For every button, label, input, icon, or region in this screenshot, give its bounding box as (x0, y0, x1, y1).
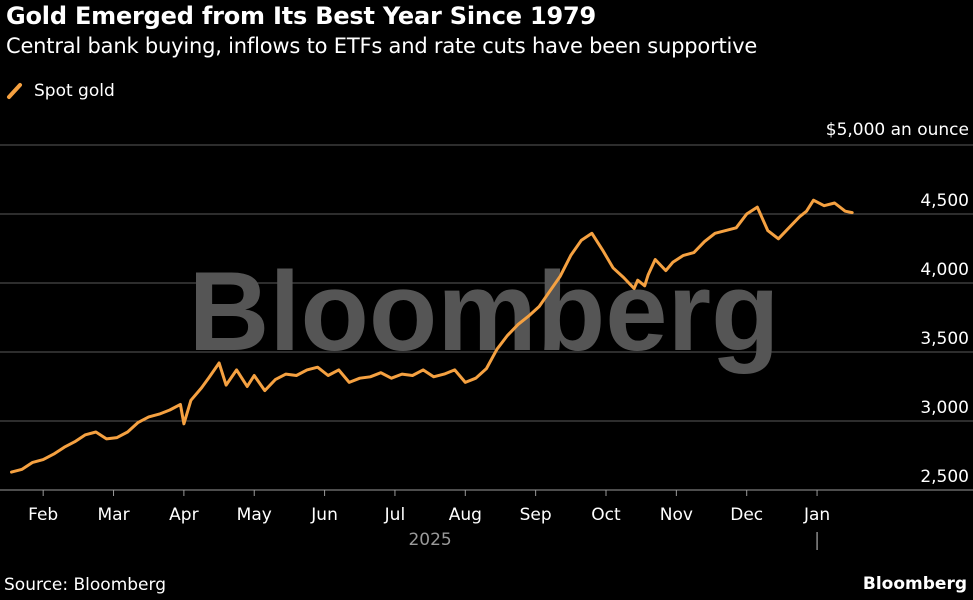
x-axis: Feb Mar Apr May Jun Jul Aug Sep Oct Nov Dec Jan 2025 (28, 490, 830, 550)
chart-subtitle: Central bank buying, inflows to ETFs and… (6, 34, 758, 58)
legend: Spot gold (6, 80, 115, 102)
x-tick-label: Mar (97, 505, 129, 525)
x-tick-label: Jun (310, 505, 338, 525)
y-tick-label: 2,500 (920, 467, 969, 487)
y-tick-label: 4,500 (920, 191, 969, 211)
brand-logo: Bloomberg (862, 574, 967, 594)
y-tick-label: 3,000 (920, 398, 969, 418)
legend-line-icon (7, 83, 22, 99)
bloomberg-watermark: Bloomberg (188, 249, 779, 374)
chart-title: Gold Emerged from Its Best Year Since 19… (6, 2, 597, 30)
x-tick-label: Dec (730, 505, 763, 525)
legend-label: Spot gold (34, 81, 115, 101)
x-tick-label: Apr (169, 505, 198, 525)
y-unit-label: $5,000 an ounce (826, 120, 969, 140)
y-tick-label: 3,500 (920, 329, 969, 349)
grid-lines (0, 144, 973, 491)
series-line-spot-gold (10, 198, 854, 474)
y-tick-label: 4,000 (920, 260, 969, 280)
x-tick-label: Jul (384, 505, 406, 525)
series-layer (10, 198, 854, 474)
y-axis: $5,000 an ounce 2,500 3,000 3,500 4,000 4,500 (826, 120, 969, 487)
x-tick-label: May (237, 505, 272, 525)
x-tick-label: Nov (660, 505, 693, 525)
x-year-label: 2025 (408, 530, 451, 550)
x-tick-label: Sep (520, 505, 552, 525)
x-tick-label: Feb (28, 505, 58, 525)
x-tick-label: Aug (449, 505, 482, 525)
x-tick-label: Jan (803, 505, 830, 525)
x-tick-label: Oct (591, 505, 621, 525)
source-note: Source: Bloomberg (4, 575, 166, 595)
